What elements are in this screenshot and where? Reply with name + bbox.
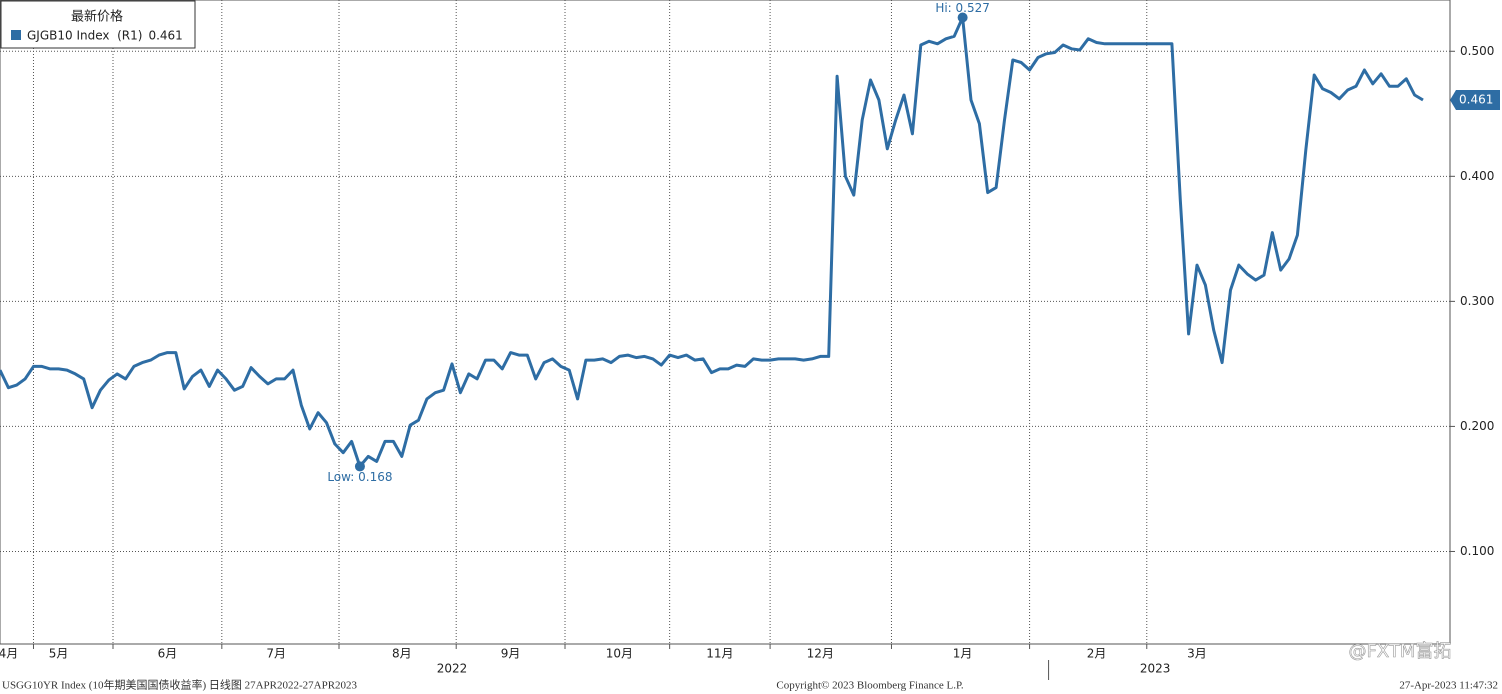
y-tick-label: 0.400 (1460, 169, 1494, 183)
low-label: Low: 0.168 (327, 470, 392, 484)
x-tick-label: 2月 (1087, 647, 1107, 661)
high-label: Hi: 0.527 (935, 1, 990, 15)
y-tick-label: 0.200 (1460, 419, 1494, 433)
high-marker (957, 12, 968, 23)
legend-label: GJGB10 Index (R1) (27, 29, 142, 43)
year-label: 2022 (437, 662, 468, 676)
x-tick-label: 12月 (807, 647, 834, 661)
x-tick-label: 3月 (1187, 647, 1207, 661)
low-marker (354, 461, 365, 472)
x-tick-label: 10月 (606, 647, 633, 661)
plot-area (0, 0, 1451, 645)
price-line (0, 16, 1424, 468)
x-tick-label: 4月 (0, 647, 18, 661)
year-label: 2023 (1140, 662, 1171, 676)
footer-center: Copyright© 2023 Bloomberg Finance L.P. (776, 680, 963, 692)
y-tick-label: 0.500 (1460, 44, 1494, 58)
footer-right: 27-Apr-2023 11:47:32 (1399, 680, 1498, 692)
last-value-label: 0.461 (1459, 93, 1493, 107)
legend-value: 0.461 (148, 29, 182, 43)
x-tick-label: 6月 (158, 647, 178, 661)
footer-left: USGG10YR Index (10年期美国国债收益率) 日线图 27APR20… (2, 678, 358, 692)
x-tick-label: 8月 (392, 647, 412, 661)
y-tick-label: 0.300 (1460, 294, 1494, 308)
x-tick-label: 1月 (953, 647, 973, 661)
legend-swatch (11, 30, 21, 40)
y-tick-label: 0.100 (1460, 544, 1494, 558)
x-tick-label: 5月 (49, 647, 69, 661)
legend-title: 最新价格 (71, 9, 123, 25)
x-tick-label: 11月 (706, 647, 733, 661)
x-tick-label: 9月 (501, 647, 521, 661)
legend-box (0, 0, 196, 49)
last-value-tag (1450, 90, 1500, 111)
watermark: @FXTM富拓 (1349, 641, 1452, 662)
x-tick-label: 7月 (266, 647, 286, 661)
